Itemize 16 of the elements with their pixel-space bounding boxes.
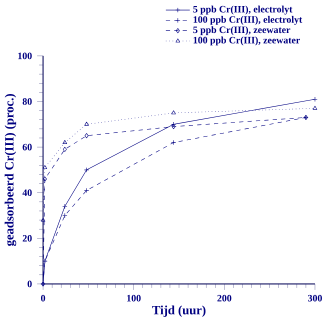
legend-label: 5 ppb Cr(III), electrolyt <box>193 6 292 15</box>
legend-label: 5 ppb Cr(III), zeewater <box>193 26 290 36</box>
x-tick-label: 200 <box>217 295 232 302</box>
x-tick-label: 300 <box>308 295 322 302</box>
y-tick-label: 80 <box>22 98 32 105</box>
legend-label: 100 ppb Cr(III), zeewater <box>194 36 300 46</box>
y-axis-title: geadsorbeerd Cr(III) (proc.) <box>4 94 16 246</box>
y-tick-label: 0 <box>28 280 32 288</box>
y-tick-label: 40 <box>22 190 32 196</box>
x-tick-label: 0 <box>40 295 46 302</box>
x-axis-title: Tijd (uur) <box>152 306 206 318</box>
y-tick-label: 100 <box>18 52 32 60</box>
y-tick-label: 20 <box>22 235 32 242</box>
legend-label: 100 ppb Cr(III), electrolyt <box>194 16 302 26</box>
y-tick-label: 60 <box>22 144 32 151</box>
x-tick-label: 100 <box>127 295 141 302</box>
